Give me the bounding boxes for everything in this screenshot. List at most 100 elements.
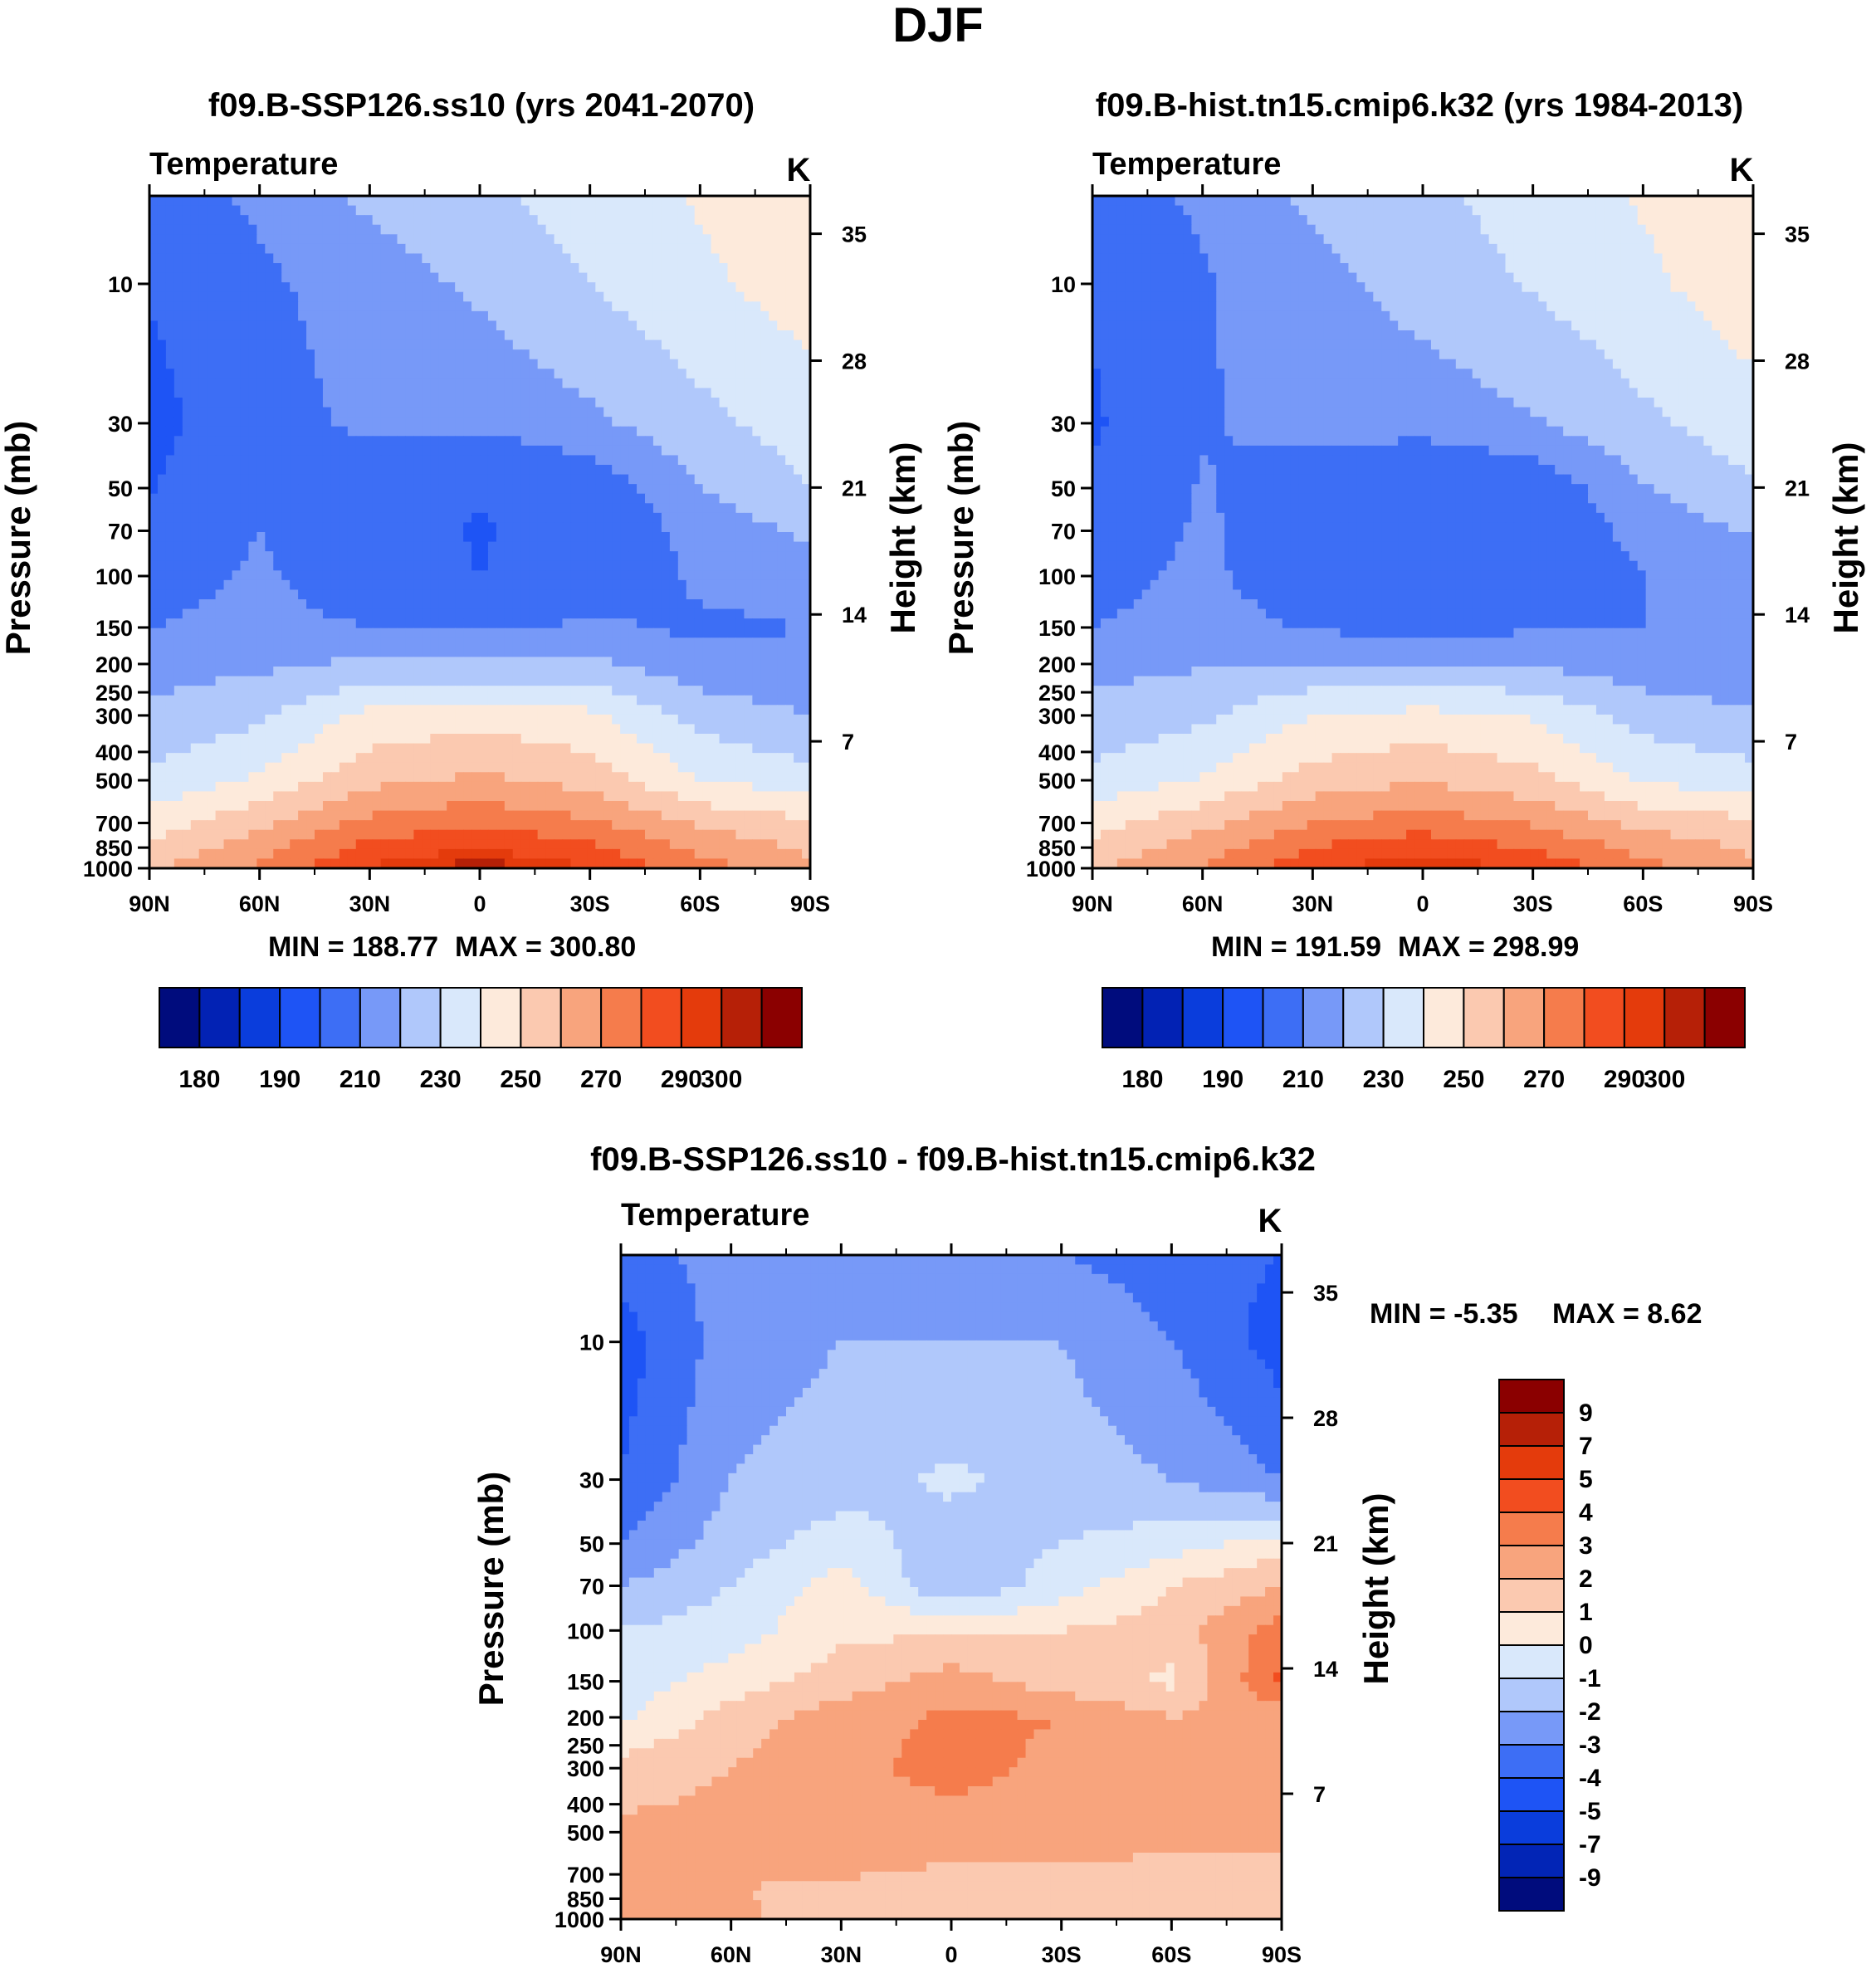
field-cell — [322, 667, 332, 677]
field-cell — [628, 493, 638, 504]
field-cell — [512, 320, 522, 331]
field-cell — [240, 657, 249, 667]
field-cell — [173, 310, 183, 322]
field-cell — [223, 714, 233, 725]
field-cell — [223, 426, 233, 437]
field-cell — [149, 436, 159, 447]
field-cell — [273, 388, 282, 398]
field-cell — [645, 436, 654, 447]
field-cell — [256, 369, 266, 379]
field-cell — [595, 349, 604, 360]
field-cell — [554, 291, 564, 302]
field-cell — [413, 398, 423, 408]
field-cell — [669, 369, 679, 379]
field-cell — [232, 647, 242, 658]
field-cell — [504, 637, 514, 648]
field-cell — [769, 474, 778, 485]
field-cell — [652, 291, 662, 302]
field-cell — [694, 705, 704, 715]
field-cell — [347, 196, 357, 207]
field-cell — [785, 484, 794, 495]
field-cell — [802, 205, 811, 216]
field-cell — [595, 436, 604, 447]
field-cell — [537, 349, 547, 360]
field-cell — [537, 339, 547, 350]
field-cell — [438, 551, 447, 562]
field-cell — [298, 272, 307, 283]
field-cell — [686, 349, 696, 360]
field-cell — [620, 599, 629, 610]
field-cell — [232, 349, 242, 360]
field-cell — [496, 724, 506, 735]
field-cell — [455, 234, 464, 245]
field-cell — [355, 657, 365, 667]
field-cell — [422, 560, 431, 571]
field-cell — [455, 445, 464, 457]
field-cell — [504, 753, 514, 764]
field-cell — [554, 743, 564, 754]
field-cell — [554, 272, 564, 283]
field-cell — [256, 339, 266, 350]
field-cell — [165, 628, 175, 638]
field-cell — [322, 407, 332, 418]
field-cell — [537, 734, 547, 745]
field-cell — [744, 253, 753, 264]
field-cell — [694, 291, 704, 302]
field-cell — [355, 743, 365, 754]
field-cell — [198, 618, 208, 629]
field-cell — [256, 484, 266, 495]
field-cell — [752, 398, 761, 408]
field-cell — [487, 243, 497, 255]
field-cell — [198, 215, 208, 226]
field-cell — [794, 657, 803, 667]
field-cell — [248, 196, 257, 207]
field-cell — [298, 369, 307, 379]
field-cell — [330, 637, 340, 648]
field-cell — [347, 628, 357, 638]
field-cell — [711, 551, 721, 562]
field-cell — [794, 734, 803, 745]
field-cell — [413, 579, 423, 591]
field-cell — [587, 608, 596, 619]
field-cell — [405, 455, 414, 466]
field-cell — [727, 282, 737, 293]
field-cell — [487, 753, 497, 764]
field-cell — [645, 781, 654, 793]
field-cell — [290, 695, 299, 706]
field-cell — [686, 465, 696, 476]
field-cell — [777, 349, 786, 360]
field-cell — [248, 417, 257, 427]
field-cell — [248, 753, 257, 764]
field-cell — [364, 618, 374, 629]
field-cell — [339, 224, 349, 235]
field-cell — [198, 407, 208, 418]
field-cell — [306, 320, 315, 331]
field-cell — [587, 291, 596, 302]
field-cell — [149, 417, 159, 427]
field-cell — [330, 282, 340, 293]
field-cell — [694, 512, 704, 524]
field-cell — [612, 407, 621, 418]
field-cell — [198, 551, 208, 562]
field-cell — [661, 503, 671, 514]
field-cell — [554, 349, 564, 360]
field-cell — [438, 253, 447, 264]
field-cell — [298, 599, 307, 610]
field-cell — [165, 657, 175, 667]
field-cell — [496, 579, 506, 591]
field-cell — [438, 608, 447, 619]
field-cell — [794, 743, 803, 754]
field-cell — [165, 686, 175, 696]
field-cell — [595, 320, 604, 331]
field-cell — [512, 532, 522, 543]
field-cell — [570, 484, 579, 495]
field-cell — [595, 388, 604, 398]
field-cell — [339, 772, 349, 783]
field-cell — [545, 445, 555, 457]
field-cell — [397, 455, 407, 466]
field-cell — [322, 753, 332, 764]
field-cell — [165, 349, 175, 360]
field-cell — [265, 637, 274, 648]
field-cell — [711, 560, 721, 571]
field-cell — [677, 637, 687, 648]
